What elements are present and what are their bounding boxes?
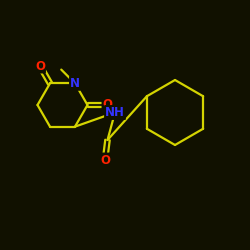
Text: N: N: [70, 77, 80, 90]
Text: O: O: [100, 154, 110, 166]
Text: O: O: [35, 60, 45, 72]
Text: O: O: [102, 98, 113, 112]
Text: NH: NH: [105, 106, 125, 119]
